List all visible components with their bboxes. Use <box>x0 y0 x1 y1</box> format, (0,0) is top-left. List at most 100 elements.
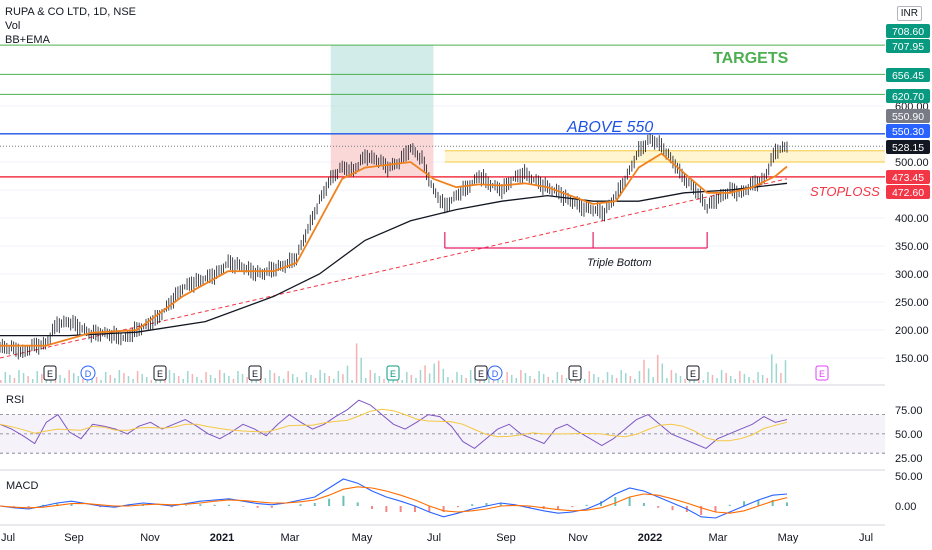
volume-bar <box>734 379 737 383</box>
volume-bar <box>9 375 11 383</box>
volume-bar <box>250 380 253 383</box>
volume-bar <box>287 371 289 383</box>
volume-bar <box>597 377 600 383</box>
volume-bar <box>141 374 143 383</box>
volume-bar <box>725 373 727 383</box>
volume-bar <box>611 375 613 383</box>
time-tick: May <box>352 532 373 544</box>
time-tick: Jul <box>859 532 873 544</box>
time-tick: Nov <box>140 532 160 544</box>
symbol-title[interactable]: RUPA & CO LTD, 1D, NSE <box>5 6 137 18</box>
price-tag <box>886 39 930 53</box>
volume-bar <box>561 375 563 383</box>
macd-histogram-bar <box>728 504 731 506</box>
volume-bar <box>333 379 335 383</box>
volume-bar <box>77 376 80 383</box>
volume-bar <box>310 375 312 383</box>
volume-bar <box>757 372 759 383</box>
bb-ema-indicator-label[interactable]: BB+EMA <box>5 34 50 46</box>
dividend-marker <box>487 365 503 381</box>
rsi-tick: 50.00 <box>895 429 923 441</box>
volume-bar <box>410 375 413 383</box>
volume-bar <box>109 375 111 383</box>
macd-histogram-bar <box>56 503 59 506</box>
volume-bar <box>264 378 267 383</box>
currency-badge[interactable]: INR <box>896 6 922 21</box>
volume-bar <box>419 370 422 383</box>
macd-histogram-bar <box>442 506 445 512</box>
volume-bar <box>766 378 768 383</box>
volume-bar <box>296 377 299 383</box>
volume-bar <box>437 360 440 383</box>
volume-bar <box>670 370 673 383</box>
volume-bar <box>114 378 116 383</box>
macd-histogram-bar <box>471 504 474 506</box>
event-label: E <box>252 369 258 379</box>
volume-bar <box>524 373 527 383</box>
price-axis[interactable]: 600.00550.00500.00450.00400.00350.00300.… <box>895 101 929 513</box>
volume-bar <box>209 375 212 383</box>
rsi-label[interactable]: RSI <box>6 394 25 406</box>
volume-bar <box>784 360 787 383</box>
volume-bar <box>661 363 664 383</box>
volume-bar <box>0 380 2 383</box>
time-tick: Mar <box>281 532 300 544</box>
price-tag <box>886 24 930 38</box>
risk-zone <box>330 133 434 177</box>
earnings-marker <box>248 365 262 381</box>
volume-bar <box>273 373 276 383</box>
volume-bar <box>515 378 518 383</box>
price-tag <box>886 89 930 103</box>
macd-histogram-bar <box>242 506 245 507</box>
macd-line <box>0 478 788 519</box>
volume-bar <box>406 372 408 383</box>
time-tick: Mar <box>709 532 728 544</box>
vol-indicator-label[interactable]: Vol <box>5 20 21 32</box>
volume-bar <box>698 377 700 383</box>
volume-bar <box>615 378 618 383</box>
time-axis[interactable]: Jul Sep Nov 2021 Mar May Jul Sep Nov 2022 Mar May Ju… <box>1 532 873 544</box>
event-label: D <box>85 369 92 379</box>
volume-bar <box>127 376 130 383</box>
volume-bar <box>752 380 755 383</box>
trend-line <box>0 178 788 359</box>
macd-histogram-bar <box>571 506 574 508</box>
volume-bar <box>205 372 207 383</box>
volume-bar <box>191 374 194 383</box>
price-tag-label: 656.45 <box>892 70 924 82</box>
volume-bar <box>145 377 148 383</box>
event-label: E <box>690 369 696 379</box>
volume-bar <box>196 377 198 383</box>
price-tag-label: 620.70 <box>892 91 924 103</box>
macd-histogram-bar <box>99 506 102 508</box>
volume-bar <box>50 380 52 383</box>
volume-bar <box>583 379 586 383</box>
macd-histogram-bar <box>557 506 560 510</box>
macd-histogram-bar <box>170 506 173 508</box>
macd-label[interactable]: MACD <box>6 480 39 492</box>
macd-histogram-bar <box>199 504 202 506</box>
event-label: E <box>157 369 163 379</box>
time-tick: Sep <box>64 532 84 544</box>
volume-bar <box>337 371 340 383</box>
volume-bar <box>187 371 189 383</box>
price-tag <box>886 124 930 138</box>
volume-bar <box>775 363 778 383</box>
volume-bar <box>771 354 773 383</box>
volume-bar <box>656 354 659 383</box>
volume-bar <box>456 372 458 383</box>
volume-bar <box>638 371 641 383</box>
volume-bar <box>182 379 184 383</box>
trade-zones <box>330 45 885 177</box>
annotations: TARGETS ABOVE 550 STOPLOSS Triple Bottom <box>566 50 880 269</box>
macd-histogram-bar <box>256 506 259 508</box>
volume-bar <box>364 378 367 383</box>
volume-bar <box>237 371 239 383</box>
volume-bar <box>200 380 203 383</box>
volume-bar <box>520 370 522 383</box>
event-label: E <box>390 369 396 379</box>
price-tag <box>886 170 930 184</box>
macd-histogram-bar <box>743 501 746 506</box>
volume-bar <box>469 370 472 383</box>
